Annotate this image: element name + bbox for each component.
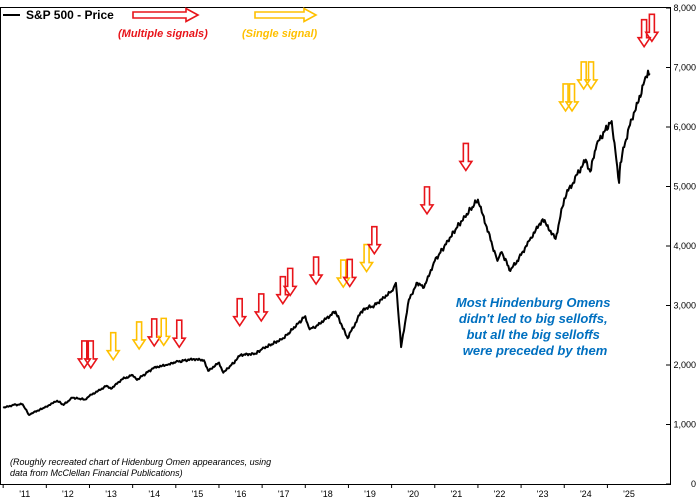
y-tick-label: 5,000: [673, 182, 696, 192]
source-note-line-1: (Roughly recreated chart of Hidenburg Om…: [10, 457, 271, 467]
x-tick-label: '15: [192, 489, 204, 499]
legend-single-label: (Single signal): [242, 28, 318, 40]
x-tick-label: '13: [105, 489, 117, 499]
legend-single-arrow-icon: [254, 7, 318, 23]
multiple-signal-arrow: [253, 293, 269, 323]
x-tick-label: '23: [537, 489, 549, 499]
x-tick-label: '16: [235, 489, 247, 499]
annotation-text: Most Hindenburg Omens didn't led to big …: [456, 295, 614, 358]
single-signal-arrow: [576, 61, 592, 91]
y-tick-label: 7,000: [673, 63, 696, 73]
y-tick-label: 8,000: [673, 3, 696, 13]
source-note: (Roughly recreated chart of Hidenburg Om…: [10, 457, 274, 478]
x-tick-label: '19: [364, 489, 376, 499]
source-note-line-2: data from McClellan Financial Publicatio…: [10, 468, 183, 478]
y-tick-label: 4,000: [673, 241, 696, 251]
x-tick-label: '21: [450, 489, 462, 499]
multiple-signal-arrow: [636, 18, 652, 49]
y-tick-label: 1,000: [673, 420, 696, 430]
legend-series-name: S&P 500 - Price: [26, 8, 114, 22]
x-tick-label: '18: [321, 489, 333, 499]
multiple-signal-arrow: [171, 319, 187, 349]
single-signal-arrow: [156, 317, 172, 347]
x-tick-label: '11: [19, 489, 30, 499]
single-signal-arrow: [583, 61, 599, 91]
annotation-line-3: but all the big selloffs: [466, 327, 599, 342]
single-signal-arrow: [131, 321, 147, 351]
single-signal-arrow: [564, 83, 580, 113]
multiple-signal-arrow: [366, 225, 382, 256]
signal-arrows: [76, 13, 660, 370]
annotation-line-1: Most Hindenburg Omens: [456, 295, 611, 310]
x-tick-label: '24: [580, 489, 592, 499]
sp500-price-line: [2, 69, 651, 416]
annotation-line-2: didn't led to big selloffs,: [459, 311, 608, 326]
x-tick-label: '12: [62, 489, 74, 499]
x-tick-label: '14: [148, 489, 160, 499]
y-tick-label: 3,000: [673, 301, 696, 311]
multiple-signal-arrow: [458, 142, 474, 172]
annotation-line-4: were preceded by them: [463, 343, 608, 358]
x-axis: '11 '12 '13 '14 '15 '16 '17 '18 '19 '20 '21 '22 '23 '…: [2, 484, 635, 499]
multiple-signal-arrow: [83, 340, 99, 370]
y-axis: 0 1,000 2,000 3,000 4,000 5,000 6,000 7,000 8,00…: [666, 3, 696, 489]
multiple-signal-arrow: [282, 267, 298, 297]
multiple-signal-arrow: [342, 258, 358, 288]
single-signal-arrow: [359, 243, 375, 274]
single-signal-arrow: [105, 331, 121, 362]
plot-frame: [0, 7, 671, 485]
multiple-signal-arrow: [275, 275, 291, 306]
x-tick-label: '25: [623, 489, 635, 499]
y-tick-label: 2,000: [673, 360, 696, 370]
multiple-signal-arrow: [232, 297, 248, 328]
x-tick-label: '17: [278, 489, 290, 499]
x-tick-label: '20: [407, 489, 419, 499]
multiple-signal-arrow: [308, 256, 324, 286]
y-tick-label: 6,000: [673, 122, 696, 132]
legend-multiple-label: (Multiple signals): [118, 28, 208, 40]
y-tick-label: 0: [691, 479, 696, 489]
multiple-signal-arrow: [644, 13, 660, 43]
x-tick-label: '22: [494, 489, 506, 499]
legend: S&P 500 - Price (Multiple signals) (Sing…: [3, 7, 318, 40]
multiple-signal-arrow: [146, 318, 162, 348]
multiple-signal-arrow: [419, 186, 435, 216]
legend-multiple-arrow-icon: [132, 7, 200, 23]
